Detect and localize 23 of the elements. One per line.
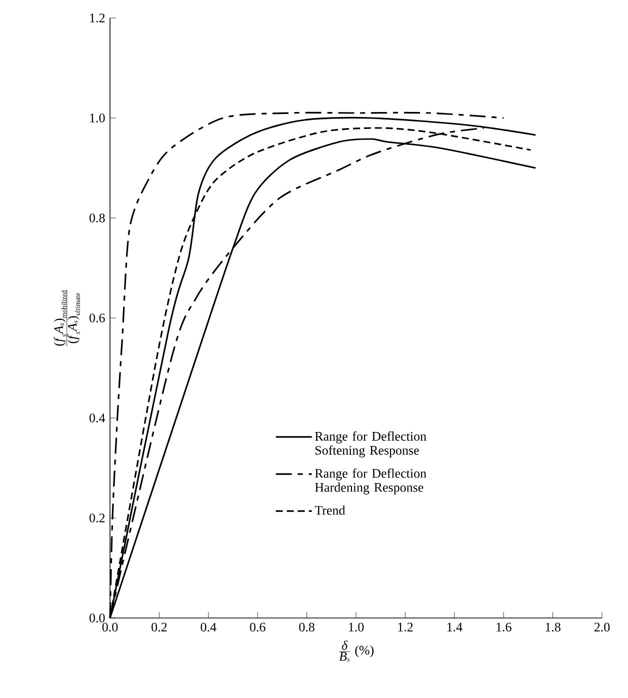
y-tick-label: 0.4 — [90, 414, 106, 422]
x-tick-label: 0.2 — [152, 622, 167, 632]
x-tick-label: 1.2 — [398, 622, 413, 632]
y-tick-label: 1.0 — [90, 114, 105, 122]
x-tick-label: 1.6 — [496, 622, 512, 632]
x-tick-label: 1.4 — [447, 622, 462, 632]
x-tick-label: 0.6 — [250, 622, 266, 632]
legend-label: Range for Deflection Softening Response — [315, 431, 426, 458]
y-tick-label: 0.2 — [90, 514, 105, 522]
x-tick-label: 2.0 — [594, 622, 610, 632]
y-tick-label: 1.2 — [90, 14, 105, 22]
legend-label: Trend — [314, 506, 346, 515]
y-axis-title: $\frac{\mbox{(\textit{f}}_{\mbox{\scriptsize\textit{s}}}\mbox{\textit{A}}_{\mbox{\scriptsize\textit{s}}}\mbox{)}_{\mbox{\scriptsize mobilized}}}{\mbox{(\textit{f}}_{\mbox{\scriptsize\textit{s}}}\mbox{\textit{A}}_{\mbox{\scriptsize\textit{s}}}\mbox{)}_{\mbox{\scriptsize ultimate}}}$ — [54, 290, 80, 346]
x-tick-label: 1.0 — [349, 622, 364, 632]
legend-label: Range for Deflection Hardening Response — [315, 468, 426, 494]
x-tick-label: 1.8 — [546, 622, 560, 632]
y-tick-label: 0.0 — [90, 614, 105, 622]
x-axis-title: $\frac{\mbox{\textit{δ}}}{\mbox{\textit{B}}_{\mbox{\scriptsize\textit{s}}}}\ \mbox{(\%)}$ — [339, 640, 374, 662]
x-tick-label: 0.0 — [102, 622, 118, 632]
x-tick-label: 0.4 — [200, 622, 216, 632]
x-tick-label: 0.8 — [299, 622, 314, 632]
y-tick-label: 0.6 — [90, 314, 105, 322]
y-tick-label: 0.8 — [90, 214, 105, 222]
